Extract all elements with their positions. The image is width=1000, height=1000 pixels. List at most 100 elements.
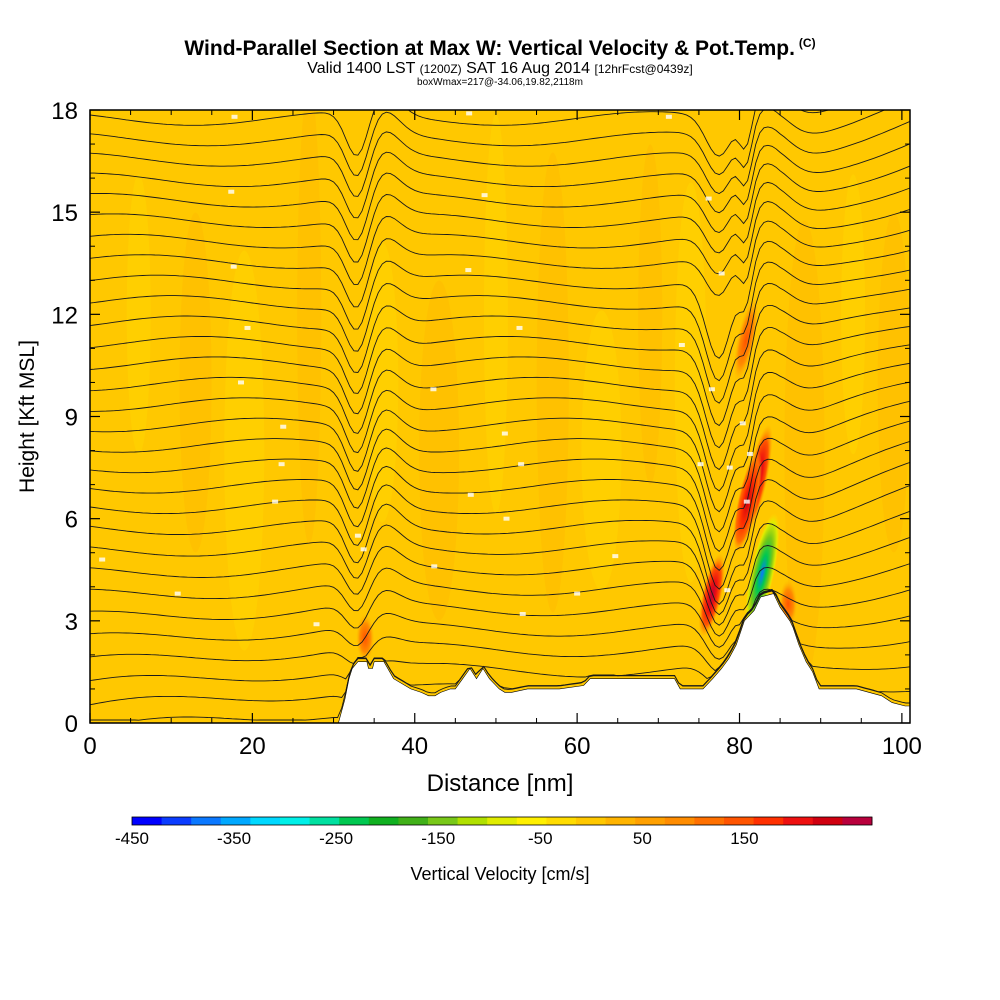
colorbar-swatch: [842, 817, 873, 825]
velocity-stripe: [483, 114, 508, 515]
theta-contour: [90, 163, 910, 241]
theta-contour: [90, 261, 910, 382]
theta-contour: [90, 344, 910, 471]
theta-contour-label: [516, 325, 523, 330]
y-tick-label: 6: [65, 507, 78, 534]
theta-contour: [90, 420, 910, 553]
velocity-stripe: [877, 212, 910, 553]
theta-contour-label: [501, 431, 508, 436]
theta-contour-label: [228, 189, 235, 194]
theta-contour: [90, 381, 910, 513]
colorbar-tick-label: 50: [633, 829, 652, 848]
velocity-stripe: [366, 242, 399, 523]
theta-contour: [90, 120, 910, 197]
theta-contour-label: [313, 622, 320, 627]
theta-contour: [90, 283, 910, 404]
colorbar-swatch: [812, 817, 843, 825]
theta-contour-label: [665, 114, 672, 119]
velocity-stripe: [536, 152, 569, 613]
colorbar-tick-label: -250: [319, 829, 353, 848]
colorbar-swatch: [398, 817, 429, 825]
colorbar: -450 -350 -250 -150 -50 50 150 Vertical Velocit…: [115, 816, 873, 884]
theta-contour-label: [430, 387, 437, 392]
theta-contour-label: [518, 462, 525, 467]
y-tick-label: 0: [65, 711, 78, 738]
theta-contour-label: [574, 591, 581, 596]
theta-contour: [90, 485, 910, 605]
theta-contour-label: [705, 196, 712, 201]
theta-contour: [90, 220, 910, 308]
velocity-feature: [733, 298, 759, 382]
theta-contour: [90, 143, 910, 219]
y-tick-label: 15: [51, 200, 78, 227]
y-tick-label: 9: [65, 405, 78, 432]
theta-contour-label: [747, 451, 754, 456]
velocity-stripe: [581, 310, 622, 591]
theta-contour-label: [743, 499, 750, 504]
theta-contour-label: [230, 264, 237, 269]
theta-contour-label: [678, 342, 685, 347]
colorbar-swatch: [220, 817, 251, 825]
y-tick-label: 12: [51, 302, 78, 329]
velocity-feature: [744, 513, 780, 634]
colorbar-swatch: [783, 817, 814, 825]
colorbar-swatch: [694, 817, 725, 825]
theta-contour: [90, 304, 910, 427]
theta-contour: [90, 362, 910, 492]
y-axis-label: Height [Kft MSL]: [16, 340, 39, 493]
colorbar-swatch: [250, 817, 281, 825]
x-tick-label: 80: [726, 733, 753, 760]
theta-contour-label: [272, 499, 279, 504]
colorbar-swatch: [161, 817, 192, 825]
theta-contour: [90, 461, 910, 590]
theta-contour-label: [278, 462, 285, 467]
colorbar-swatch: [428, 817, 458, 825]
x-tick-label: 60: [564, 733, 591, 760]
theta-contour-label: [724, 588, 731, 593]
theta-contour: [90, 110, 830, 157]
theta-contour: [90, 563, 910, 637]
theta-contour-label: [739, 421, 746, 426]
theta-contour-label: [467, 492, 474, 497]
colorbar-swatch: [753, 817, 784, 825]
theta-contour: [90, 325, 910, 449]
colorbar-swatch: [132, 817, 162, 825]
theta-contour-label: [481, 193, 488, 198]
chart-subtitle: Valid 1400 LST (1200Z) SAT 16 Aug 2014 […: [307, 60, 693, 77]
theta-contour-label: [697, 462, 704, 467]
colorbar-swatch: [191, 817, 222, 825]
colorbar-swatch: [339, 817, 370, 825]
chart-title: Wind-Parallel Section at Max W: Vertical…: [184, 36, 816, 60]
y-tick-label: 18: [51, 98, 78, 125]
theta-contour: [90, 588, 910, 648]
colorbar-swatch: [487, 817, 518, 825]
theta-contour-label: [465, 268, 472, 273]
theta-contour-label: [503, 516, 510, 521]
theta-contour-label: [431, 564, 438, 569]
theta-contour: [90, 400, 910, 533]
velocity-stripe: [419, 280, 460, 621]
velocity-stripe: [638, 144, 663, 485]
theta-contour: [90, 201, 910, 285]
theta-contour-label: [280, 424, 287, 429]
velocity-stripe: [674, 182, 707, 583]
colorbar-swatch: [724, 817, 754, 825]
colorbar-swatch: [664, 817, 695, 825]
theta-contour-label: [360, 547, 367, 552]
terrain: [90, 593, 910, 723]
colorbar-swatch: [605, 817, 636, 825]
colorbar-tick-label: 150: [730, 829, 758, 848]
colorbar-swatch: [368, 817, 399, 825]
theta-contour-label: [238, 380, 245, 385]
x-axis-label: Distance [nm]: [427, 770, 574, 797]
colorbar-tick-label: -450: [115, 829, 149, 848]
x-tick-label: 100: [882, 733, 922, 760]
theta-contour: [90, 240, 910, 359]
x-tick-label: 40: [401, 733, 428, 760]
velocity-stripe: [179, 212, 212, 553]
colorbar-swatch: [457, 817, 488, 825]
theta-contour-label: [174, 591, 181, 596]
velocity-stripe: [126, 174, 151, 455]
velocity-stripe: [224, 250, 265, 651]
colorbar-swatch: [309, 817, 340, 825]
